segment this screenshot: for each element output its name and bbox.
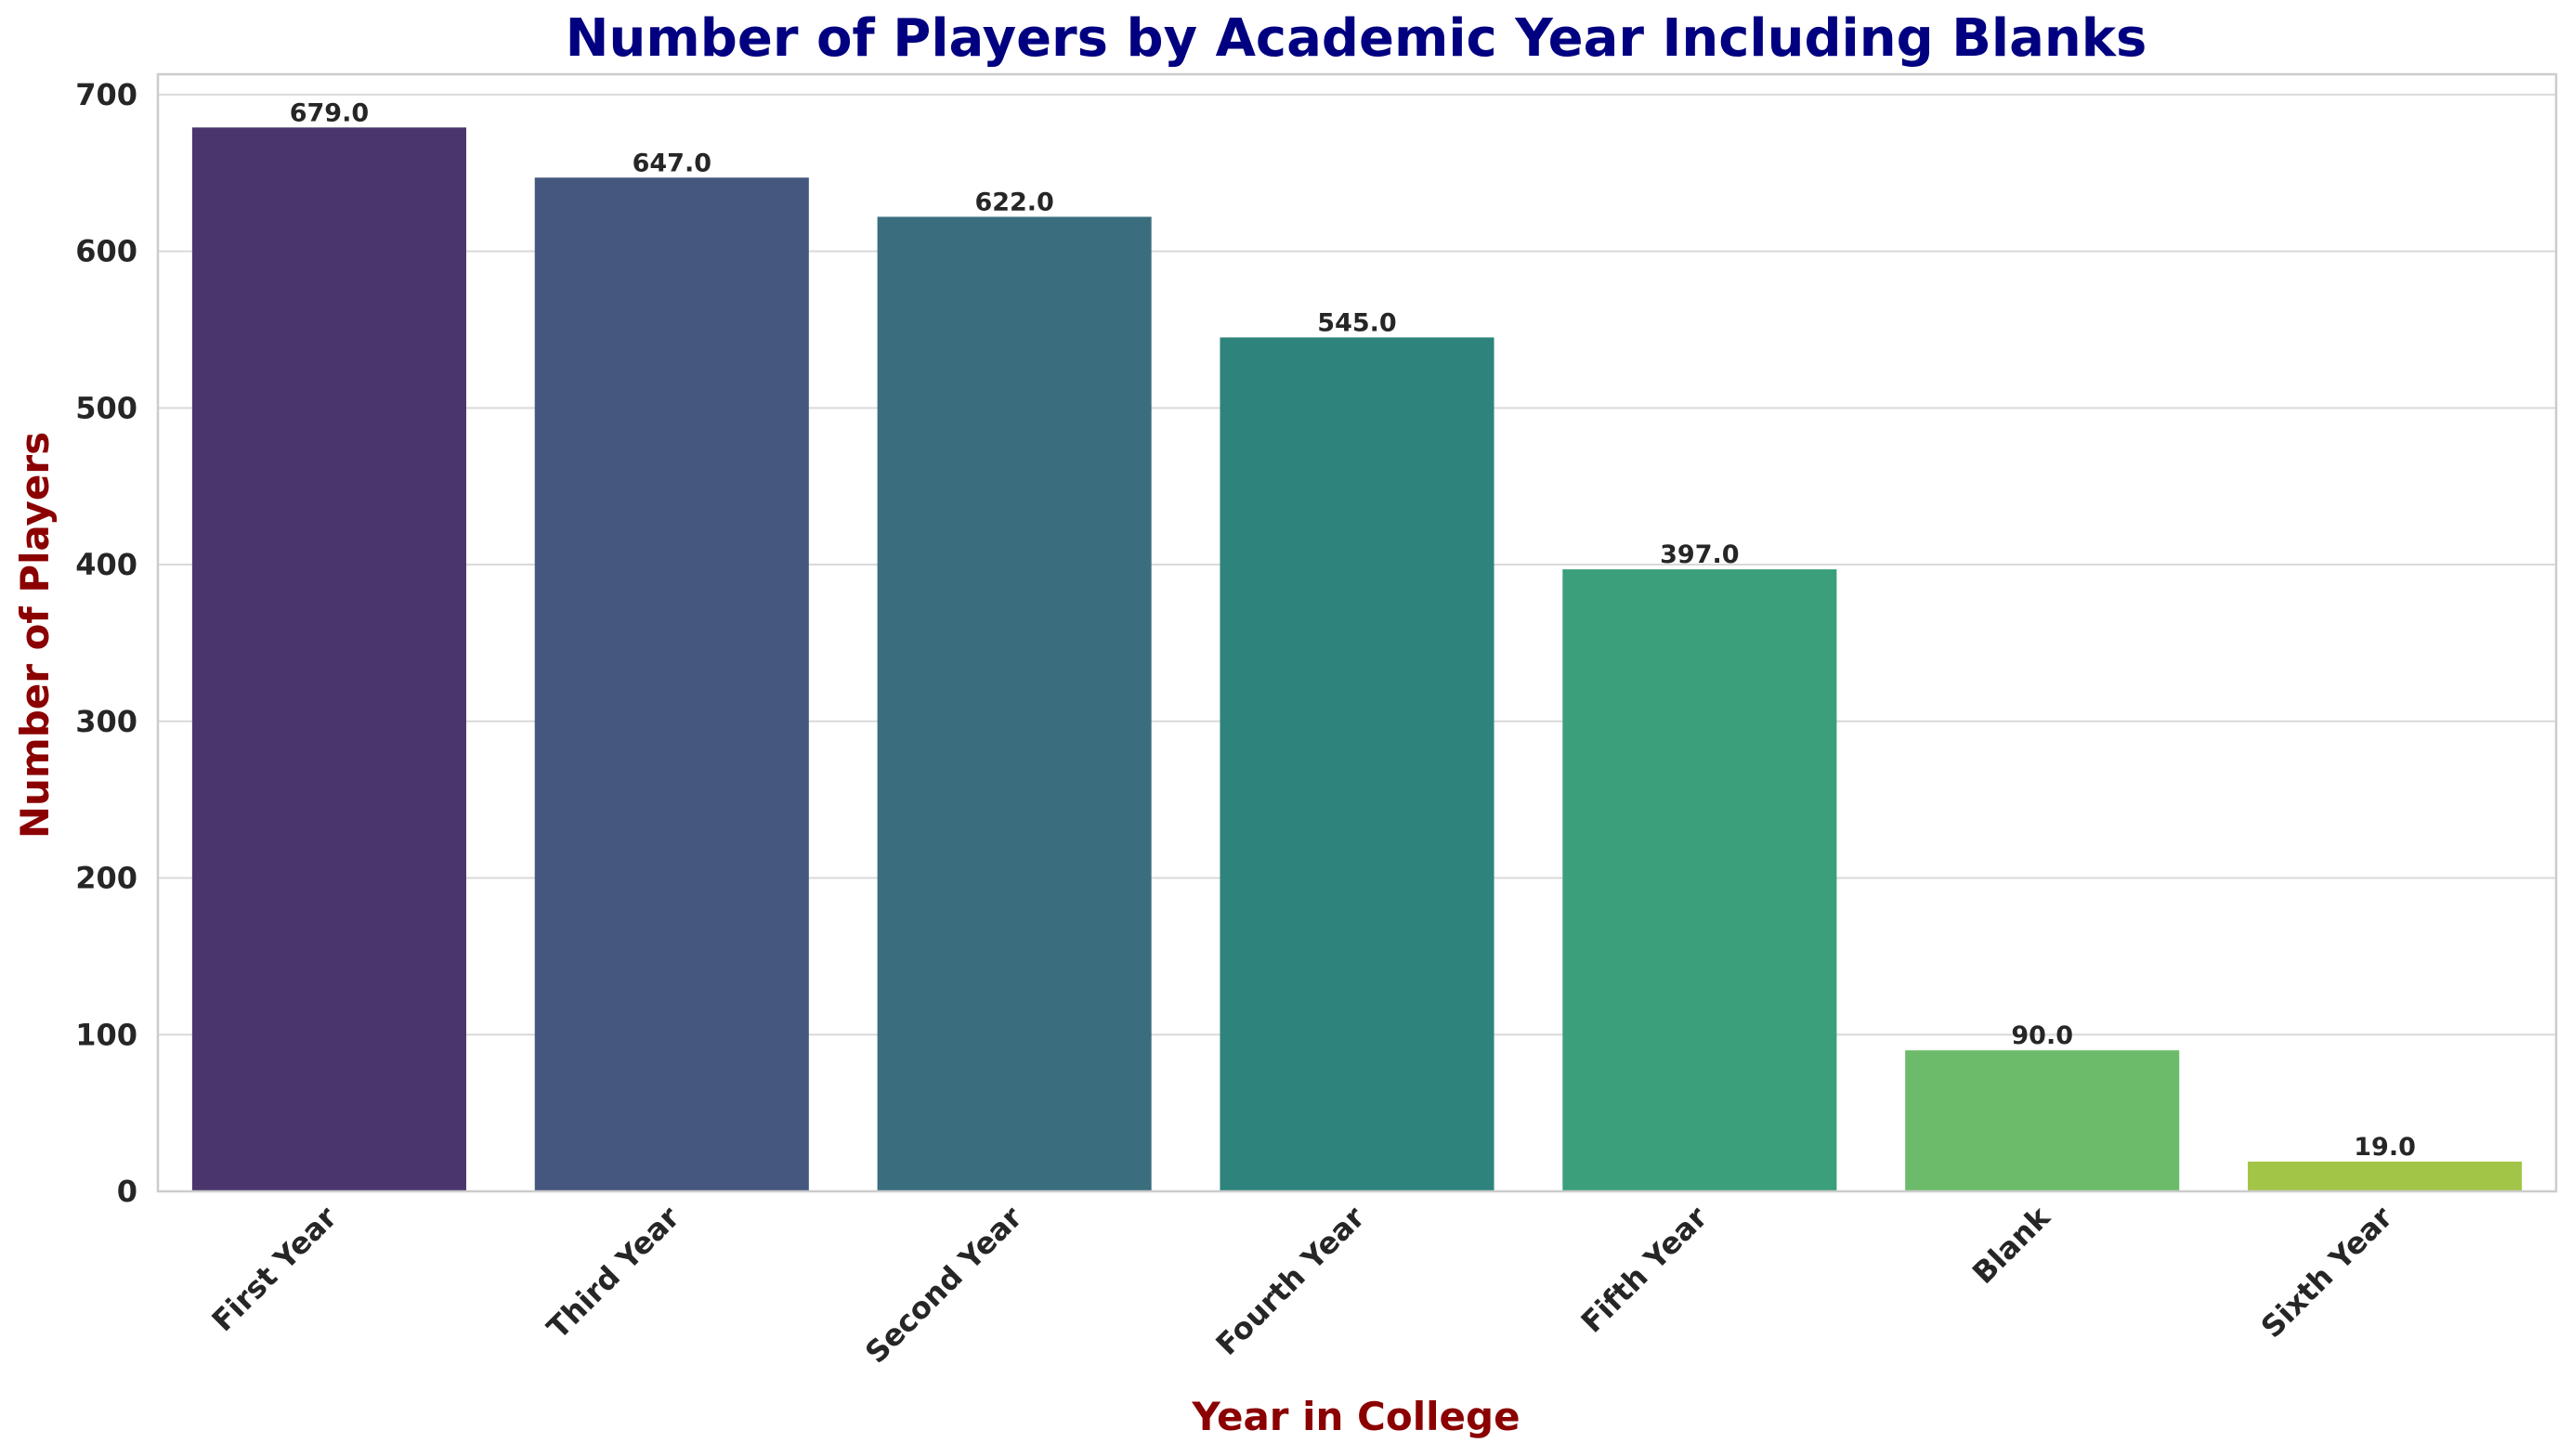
bars [191, 127, 2523, 1191]
y-tick-label: 500 [75, 390, 137, 425]
bar-value-label: 679.0 [290, 98, 369, 127]
bar [1562, 569, 1837, 1191]
y-tick-label: 700 [75, 77, 137, 112]
bar [191, 127, 466, 1191]
y-tick-label: 600 [75, 234, 137, 269]
bar-value-label: 647.0 [633, 149, 711, 177]
bar [1905, 1050, 2180, 1191]
y-axis-title: Number of Players [12, 432, 58, 838]
y-tick-label: 300 [75, 704, 137, 739]
y-tick-label: 200 [75, 861, 137, 896]
bar [534, 177, 809, 1191]
x-axis-title: Year in College [1191, 1394, 1520, 1439]
data-labels: 679.0 647.0 622.0 545.0 397.0 90.0 19.0 [290, 98, 2416, 1162]
bar [1220, 337, 1494, 1191]
plot-frame [156, 72, 2558, 1193]
chart-title: Number of Players by Academic Year Inclu… [566, 8, 2147, 69]
bar-value-label: 622.0 [974, 188, 1053, 216]
y-axis-ticks: 0 100 200 300 400 500 600 700 [75, 77, 137, 1209]
bar [877, 216, 1152, 1191]
bar-value-label: 545.0 [1317, 308, 1396, 337]
y-tick-label: 100 [75, 1017, 137, 1052]
y-tick-label: 400 [75, 547, 137, 582]
bar-value-label: 19.0 [2354, 1133, 2416, 1162]
bar [2248, 1161, 2523, 1191]
y-tick-label: 0 [117, 1174, 137, 1209]
bar-value-label: 90.0 [2011, 1021, 2073, 1050]
bar-value-label: 397.0 [1660, 540, 1739, 569]
